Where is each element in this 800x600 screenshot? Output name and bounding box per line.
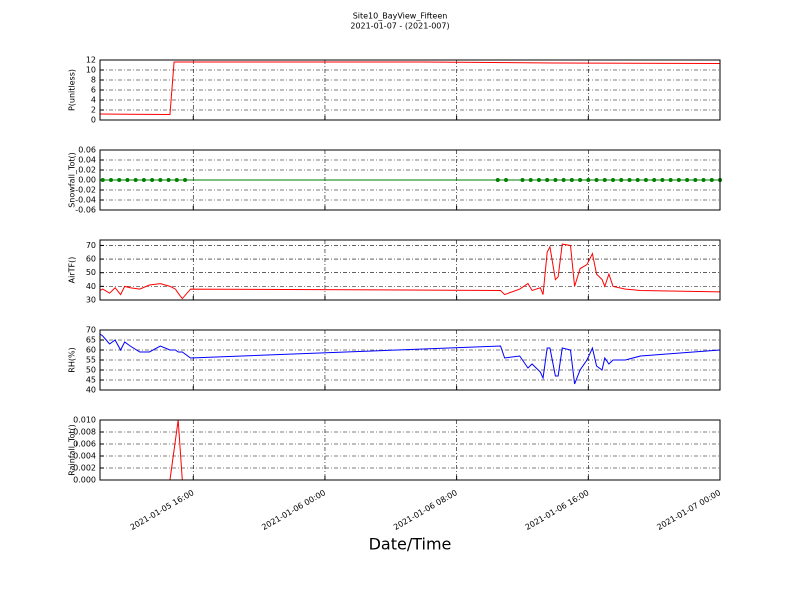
y-tick-label: 60 [86,255,96,264]
data-point [586,178,591,182]
y-axis-label: P(unitless) [68,69,77,111]
data-point [133,178,138,182]
data-point [174,178,179,182]
x-tick-label: 2021-01-05 16:00 [129,488,196,532]
y-axis-label: Snowfall_Tot() [68,152,77,208]
data-point [166,178,171,182]
data-point [536,178,541,182]
data-point [635,178,640,182]
y-tick-label: 40 [86,282,96,291]
y-tick-label: 45 [86,376,96,385]
y-tick-label: 0.00 [78,176,96,185]
data-point [504,178,509,182]
data-point [520,178,525,182]
y-tick-label: 65 [86,336,96,345]
y-tick-label: 4 [91,96,96,105]
data-point [602,178,607,182]
y-tick-label: 2 [91,106,96,115]
data-point [643,178,648,182]
y-axis-label: RH(%) [68,347,77,372]
y-tick-label: 40 [86,386,96,395]
y-tick-label: 0.02 [78,166,96,175]
data-point [693,178,698,182]
data-line [99,333,721,385]
y-tick-label: 0.008 [73,428,96,437]
y-tick-label: 0.04 [78,156,96,165]
data-point [569,178,574,182]
y-tick-label: 0.000 [73,476,96,485]
y-tick-label: -0.04 [75,196,96,205]
y-tick-label: 70 [86,241,96,250]
data-point [545,178,550,182]
y-tick-label: 0.002 [73,464,96,473]
y-tick-label: 30 [86,296,96,305]
x-tick-label: 2021-01-07 00:00 [655,488,722,532]
data-point [660,178,665,182]
data-point [709,178,714,182]
data-point [495,178,500,182]
y-tick-label: 55 [86,356,96,365]
data-point [619,178,624,182]
data-point [652,178,657,182]
y-tick-label: 70 [86,326,96,335]
data-point [668,178,673,182]
data-point [108,178,113,182]
plot-frame [99,59,721,121]
data-line [99,243,721,300]
data-point [561,178,566,182]
plot-frame [99,419,721,481]
y-tick-label: -0.02 [75,186,96,195]
data-point [578,178,583,182]
data-point [150,178,155,182]
y-tick-label: 0.004 [73,452,96,461]
y-tick-label: 0.006 [73,440,96,449]
data-point [528,178,533,182]
data-point [685,178,690,182]
data-point [676,178,681,182]
x-tick-label: 2021-01-06 08:00 [392,488,459,532]
x-axis-label: Date/Time [369,535,452,554]
x-tick-label: 2021-01-06 16:00 [524,488,591,532]
data-point [117,178,122,182]
data-point [183,178,188,182]
plot-frame [99,329,721,391]
y-tick-label: 60 [86,346,96,355]
y-tick-label: 50 [86,366,96,375]
y-tick-label: 8 [91,76,96,85]
y-axis-label: Rainfall_Tot() [68,424,77,476]
y-tick-label: 0.06 [78,146,96,155]
data-point [158,178,163,182]
data-point [553,178,558,182]
data-point [100,178,105,182]
data-point [611,178,616,182]
plot-frame [99,149,721,211]
plot-frame [99,239,721,301]
y-tick-label: 0 [91,116,96,125]
y-axis-label: AirTF() [68,257,77,284]
y-tick-label: 6 [91,86,96,95]
y-tick-label: 10 [86,66,96,75]
y-tick-label: -0.06 [75,206,96,215]
chart-subtitle: 2021-01-07 - (2021-007) [350,22,449,31]
x-tick-label: 2021-01-06 00:00 [260,488,327,532]
y-tick-label: 50 [86,268,96,277]
data-line [99,61,721,116]
data-point [627,178,632,182]
chart-title: Site10_BayView_Fifteen [353,12,448,21]
data-point [125,178,130,182]
y-tick-label: 0.010 [73,416,96,425]
data-point [701,178,706,182]
data-point [594,178,599,182]
data-point [141,178,146,182]
y-tick-label: 12 [86,56,96,65]
